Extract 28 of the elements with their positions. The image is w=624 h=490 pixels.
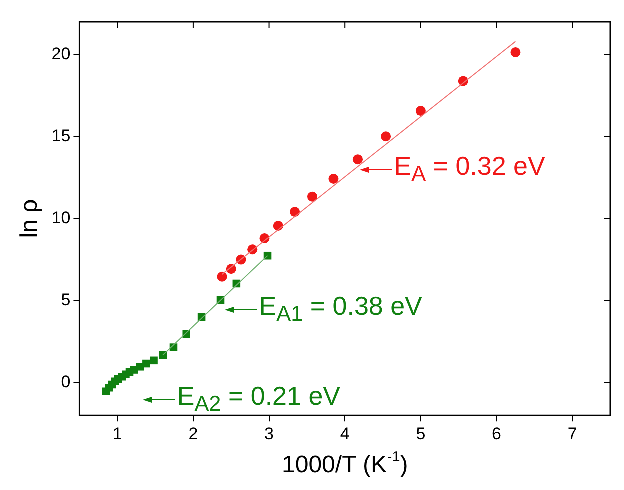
x-tick-label: 2 — [188, 424, 198, 444]
point — [217, 272, 228, 282]
y-axis-title: ln ρ — [16, 199, 44, 238]
x-tick-label: 7 — [568, 424, 578, 444]
x-tick-label: 3 — [264, 424, 274, 444]
point — [328, 174, 339, 184]
y-tick-label: 15 — [52, 126, 71, 146]
y-tick-label: 5 — [61, 290, 71, 310]
point — [142, 360, 150, 368]
annotation: E$_{A1}$ = 0.38 eV — [259, 290, 422, 328]
point — [416, 106, 426, 116]
y-tick-label: 20 — [52, 44, 71, 64]
point — [290, 207, 300, 218]
point — [308, 192, 318, 202]
x-tick-label: 4 — [340, 424, 350, 444]
annotation: E$_{A}$ = 0.32 eV — [394, 150, 546, 188]
y-tick-label: 10 — [52, 208, 71, 228]
point — [381, 132, 392, 142]
x-tick-label: 1 — [112, 424, 122, 444]
point — [352, 154, 363, 165]
annotation: E$_{A2}$ = 0.21 eV — [177, 380, 340, 418]
y-tick-label: 0 — [61, 372, 71, 392]
point — [150, 356, 158, 365]
point — [159, 351, 168, 360]
x-tick-label: 5 — [416, 424, 426, 444]
point — [264, 252, 272, 260]
point — [510, 48, 521, 58]
x-tick-label: 6 — [492, 424, 502, 444]
